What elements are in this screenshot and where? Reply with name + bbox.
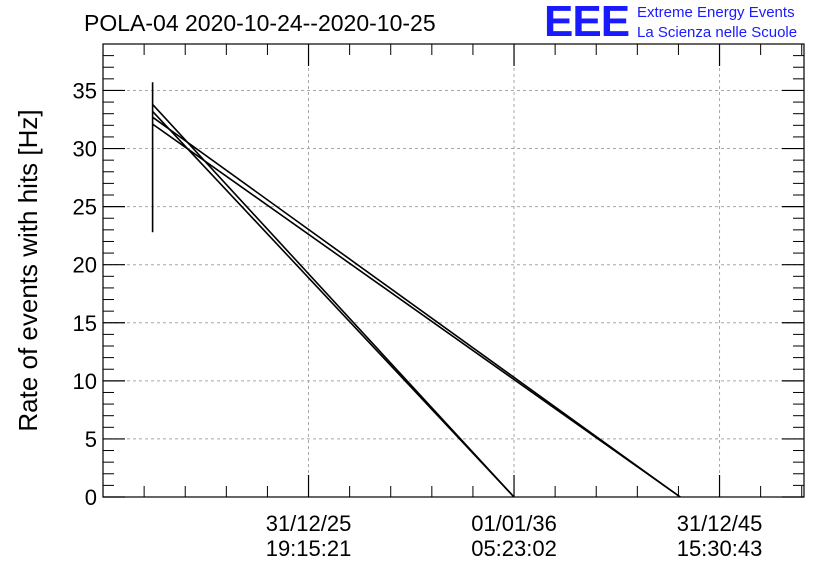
x-tick-label-time: 05:23:02 <box>471 536 557 561</box>
series-line-5 <box>152 123 681 498</box>
y-axis-label: Rate of events with hits [Hz] <box>13 109 43 431</box>
y-tick-label: 30 <box>73 137 97 162</box>
chart-title: POLA-04 2020-10-24--2020-10-25 <box>84 10 436 36</box>
series-line-4 <box>152 116 681 498</box>
ticks-layer <box>102 43 804 498</box>
x-tick-label-time: 15:30:43 <box>677 536 763 561</box>
series-line-3 <box>152 110 515 498</box>
y-tick-label: 5 <box>85 427 97 452</box>
x-tick-label-time: 19:15:21 <box>266 536 352 561</box>
y-tick-label: 25 <box>73 195 97 220</box>
logo-line-2: La Scienza nelle Scuole <box>637 24 798 41</box>
y-tick-label: 15 <box>73 311 97 336</box>
eee-logo: EEE <box>544 0 630 46</box>
x-tick-label-date: 01/01/36 <box>471 511 557 536</box>
y-tick-label: 35 <box>73 78 97 103</box>
y-tick-label: 10 <box>73 369 97 394</box>
logo-line-1: Extreme Energy Events <box>637 4 795 21</box>
logo-caption: Extreme Energy Events La Scienza nelle S… <box>637 3 797 43</box>
grid-layer <box>103 44 804 497</box>
plot-frame <box>102 43 805 498</box>
x-tick-label-date: 31/12/25 <box>266 511 352 536</box>
y-tick-label: 0 <box>85 485 97 510</box>
x-tick-label-date: 31/12/45 <box>677 511 763 536</box>
y-tick-label: 20 <box>73 253 97 278</box>
series-layer <box>151 82 681 498</box>
